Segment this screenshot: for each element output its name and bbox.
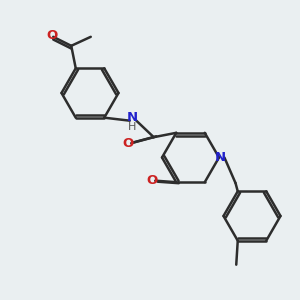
Text: H: H: [128, 122, 136, 132]
Text: N: N: [127, 111, 138, 124]
Text: O: O: [123, 137, 134, 150]
Text: O: O: [46, 29, 57, 42]
Text: O: O: [146, 174, 157, 187]
Text: N: N: [215, 151, 226, 164]
